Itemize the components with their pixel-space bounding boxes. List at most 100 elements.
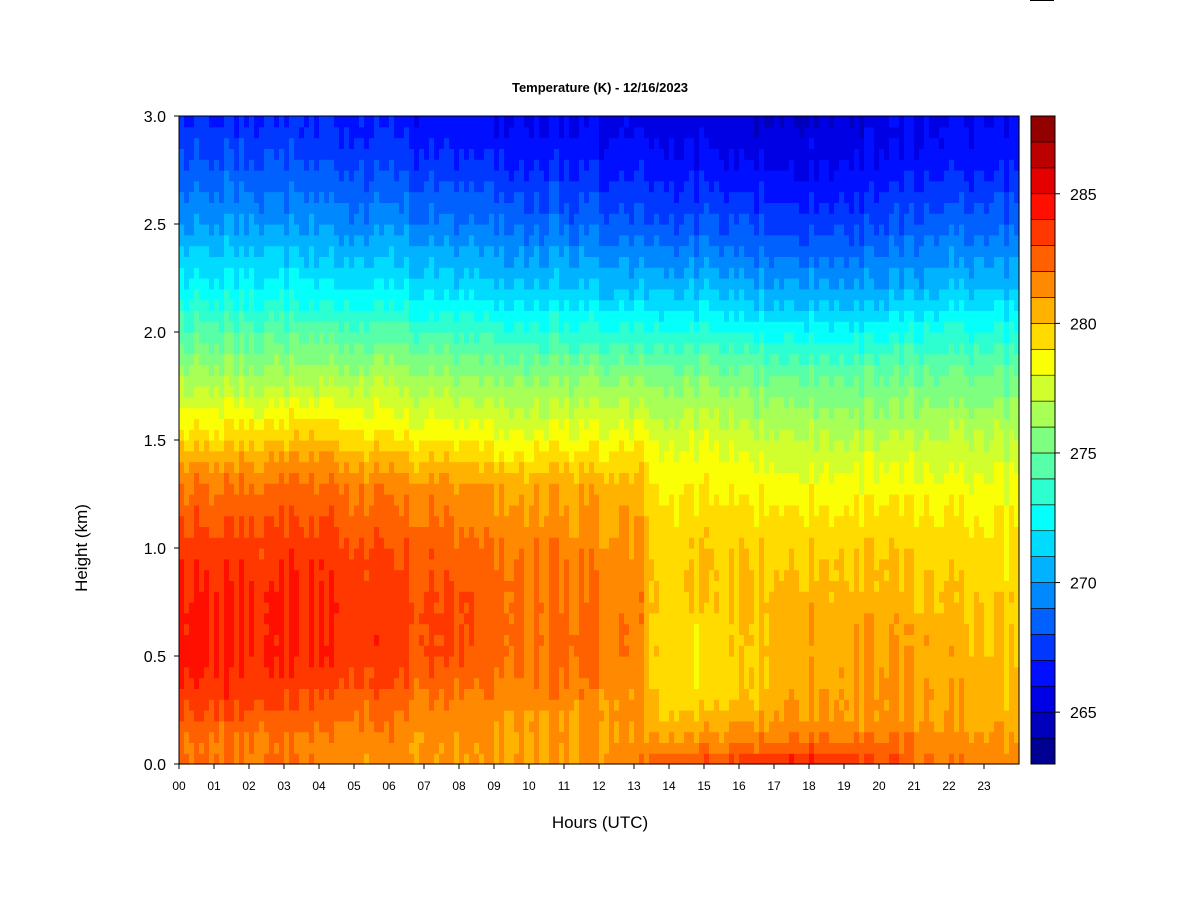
heatmap-cell <box>224 504 230 517</box>
heatmap-cell <box>579 504 585 517</box>
heatmap-cell <box>524 202 530 214</box>
heatmap-cell <box>289 137 295 149</box>
heatmap-cell <box>484 558 490 571</box>
heatmap-cell <box>394 245 400 257</box>
heatmap-cell <box>364 288 370 301</box>
heatmap-cell <box>229 753 235 765</box>
heatmap-cell <box>399 180 405 193</box>
heatmap-cell <box>389 504 395 517</box>
heatmap-cell <box>309 623 315 635</box>
heatmap-cell <box>229 569 235 581</box>
heatmap-cell <box>524 710 530 722</box>
heatmap-cell <box>349 278 355 290</box>
heatmap-cell <box>399 429 405 441</box>
heatmap-cell <box>559 375 565 387</box>
heatmap-cell <box>194 213 200 225</box>
heatmap-cell <box>584 548 590 560</box>
heatmap-cell <box>379 677 385 689</box>
heatmap-cell <box>249 602 255 614</box>
heatmap-cell <box>424 267 430 279</box>
heatmap-cell <box>399 170 405 182</box>
heatmap-cell <box>319 375 325 387</box>
heatmap-cell <box>334 170 340 182</box>
heatmap-cell <box>344 483 350 495</box>
heatmap-cell <box>349 386 355 398</box>
heatmap-cell <box>584 386 590 398</box>
heatmap-cell <box>394 494 400 506</box>
heatmap-cell <box>299 720 305 733</box>
heatmap-cell <box>229 602 235 614</box>
heatmap-cell <box>264 634 270 646</box>
heatmap-cell <box>284 450 290 463</box>
heatmap-cell <box>559 677 565 689</box>
heatmap-cell <box>204 526 210 538</box>
heatmap-cell <box>354 515 360 527</box>
heatmap-cell <box>219 580 225 592</box>
heatmap-cell <box>309 515 315 527</box>
heatmap-cell <box>304 126 310 139</box>
heatmap-cell <box>554 612 560 625</box>
heatmap-cell <box>239 450 245 463</box>
heatmap-cell <box>224 461 230 473</box>
heatmap-cell <box>334 180 340 193</box>
heatmap-cell <box>549 213 555 225</box>
heatmap-cell <box>354 202 360 214</box>
heatmap-cell <box>194 548 200 560</box>
heatmap-cell <box>294 742 300 754</box>
heatmap-cell <box>279 753 285 765</box>
heatmap-cell <box>394 418 400 430</box>
heatmap-cell <box>304 569 310 581</box>
heatmap-cell <box>219 234 225 247</box>
heatmap-cell <box>264 720 270 733</box>
heatmap-cell <box>379 720 385 733</box>
heatmap-cell <box>484 666 490 679</box>
heatmap-cell <box>384 548 390 560</box>
heatmap-cell <box>564 494 570 506</box>
heatmap-cell <box>189 699 195 711</box>
heatmap-cell <box>579 386 585 398</box>
heatmap-cell <box>384 126 390 139</box>
heatmap-cell <box>549 569 555 581</box>
heatmap-cell <box>184 558 190 571</box>
heatmap-cell <box>439 526 445 538</box>
heatmap-cell <box>429 386 435 398</box>
heatmap-cell <box>214 440 220 452</box>
heatmap-cell <box>584 645 590 657</box>
heatmap-cell <box>484 256 490 268</box>
heatmap-cell <box>559 224 565 236</box>
heatmap-cell <box>219 288 225 301</box>
heatmap-cell <box>409 753 415 765</box>
heatmap-cell <box>389 267 395 279</box>
heatmap-cell <box>299 267 305 279</box>
heatmap-cell <box>204 450 210 463</box>
heatmap-cell <box>514 720 520 733</box>
heatmap-cell <box>419 666 425 679</box>
heatmap-cell <box>469 731 475 743</box>
heatmap-cell <box>374 526 380 538</box>
heatmap-cell <box>434 202 440 214</box>
heatmap-cell <box>539 386 545 398</box>
heatmap-cell <box>244 126 250 139</box>
heatmap-cell <box>374 267 380 279</box>
heatmap-cell <box>434 256 440 268</box>
heatmap-cell <box>324 677 330 689</box>
heatmap-cell <box>539 159 545 171</box>
heatmap-cell <box>444 148 450 160</box>
heatmap-cell <box>269 180 275 193</box>
heatmap-cell <box>274 386 280 398</box>
heatmap-cell <box>499 245 505 257</box>
heatmap-cell <box>444 569 450 581</box>
heatmap-cell <box>469 472 475 484</box>
heatmap-cell <box>464 342 470 355</box>
heatmap-cell <box>329 623 335 635</box>
heatmap-cell <box>234 288 240 301</box>
heatmap-cell <box>444 256 450 268</box>
heatmap-cell <box>319 699 325 711</box>
heatmap-cell <box>194 332 200 344</box>
heatmap-cell <box>204 753 210 765</box>
heatmap-cell <box>184 364 190 376</box>
heatmap-cell <box>364 170 370 182</box>
heatmap-cell <box>294 461 300 473</box>
heatmap-cell <box>384 310 390 322</box>
heatmap-cell <box>464 299 470 311</box>
